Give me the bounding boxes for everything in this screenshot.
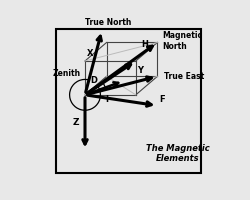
Text: F: F	[159, 95, 164, 104]
Text: H: H	[142, 40, 148, 49]
Text: True North: True North	[85, 18, 131, 27]
Text: Zenith: Zenith	[52, 69, 80, 78]
Text: Magnetic
North: Magnetic North	[162, 31, 202, 51]
Text: I: I	[105, 95, 108, 104]
Text: Y: Y	[137, 66, 143, 75]
Text: Z: Z	[72, 118, 79, 127]
Text: X: X	[86, 49, 93, 58]
Text: True East: True East	[164, 72, 204, 81]
Text: D: D	[91, 76, 98, 85]
Text: The Magnetic
Elements: The Magnetic Elements	[146, 144, 209, 163]
